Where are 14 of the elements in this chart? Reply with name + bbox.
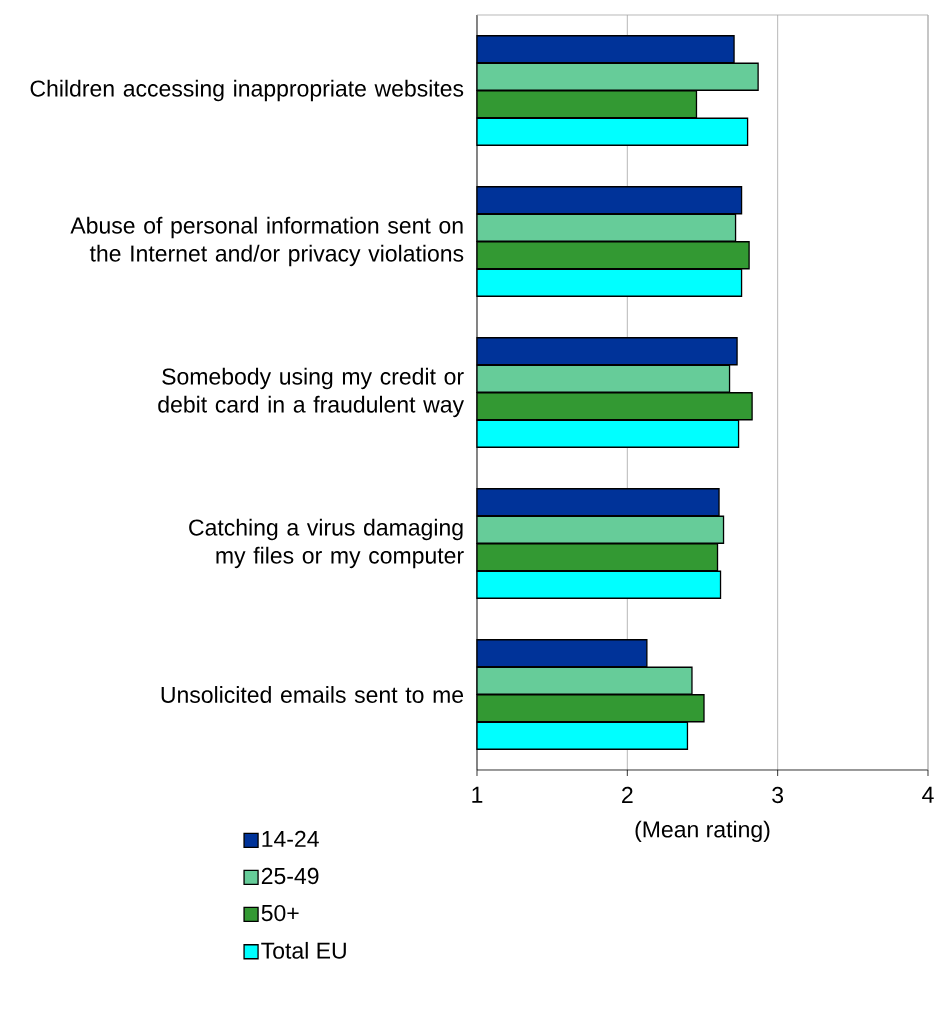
x-axis-title: (Mean rating) [635, 820, 770, 843]
y-tick-label: Catching a virus damaging my files or my computer [189, 518, 464, 569]
x-tick-label: 1 [472, 786, 483, 803]
x-tick-label: 3 [772, 786, 784, 804]
x-tick-label: 2 [622, 786, 633, 803]
legend-label: 14-24 [262, 830, 319, 847]
x-tick-label: 4 [922, 786, 934, 803]
legend-label: 25-49 [261, 867, 319, 885]
legend-label: Total EU [261, 941, 346, 959]
y-tick-label: Somebody using my credit or debit card in a fraudulent way [158, 367, 464, 418]
y-tick-label: Unsolicited emails sent to me [161, 686, 464, 703]
y-tick-label: Children accessing inappropriate websites [30, 79, 464, 102]
legend-label: 50+ [261, 904, 299, 922]
y-tick-label: Abuse of personal information sent on the Internet and/or privacy violations [70, 216, 464, 267]
